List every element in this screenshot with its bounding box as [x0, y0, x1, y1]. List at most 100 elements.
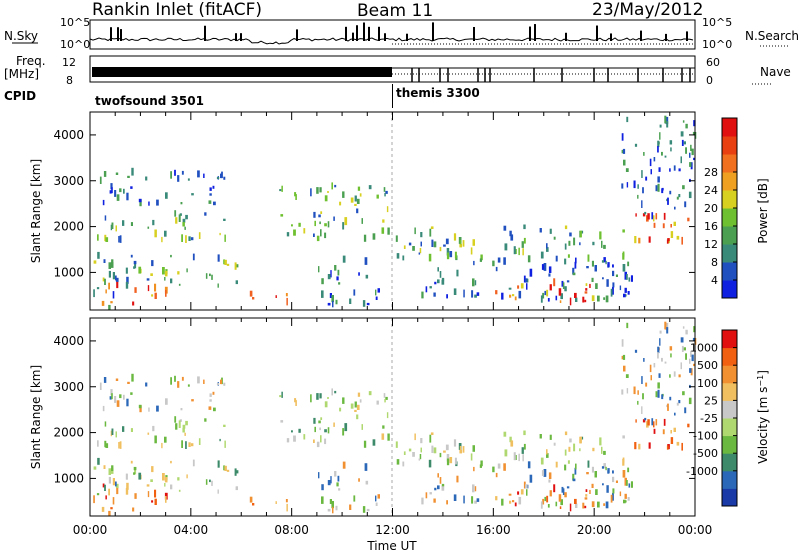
power-cell	[111, 222, 114, 229]
velocity-cell	[162, 473, 165, 481]
power-cell	[625, 168, 629, 172]
ytick-label: 3000	[53, 174, 84, 188]
velocity-cell	[651, 418, 654, 426]
power-cell	[368, 185, 372, 190]
velocity-cell	[177, 477, 180, 481]
velocity-cell	[526, 489, 528, 496]
velocity-cell	[655, 391, 658, 398]
power-cell	[692, 131, 695, 135]
power-cell	[479, 258, 482, 262]
velocity-cell	[125, 473, 128, 480]
velocity-cell	[175, 423, 178, 430]
power-cell	[156, 199, 159, 206]
power-cell	[334, 265, 337, 271]
velocity-cell	[623, 365, 626, 372]
power-cell	[627, 261, 630, 267]
power-cell	[336, 276, 339, 281]
velocity-cell	[344, 423, 348, 432]
velocity-cell	[223, 465, 226, 471]
power-cell	[403, 245, 406, 249]
power-cell	[555, 255, 558, 262]
colorbar-tick-label: 100	[697, 377, 718, 390]
power-cell	[192, 253, 195, 261]
velocity-cell	[627, 497, 630, 501]
velocity-cell	[585, 489, 588, 492]
power-cell	[152, 219, 155, 226]
velocity-panel: 1000 2000 3000 4000 00:00 04:00 08:00 12:00 16:…	[29, 317, 712, 553]
velocity-cell	[102, 405, 105, 412]
velocity-cell	[104, 440, 107, 448]
velocity-cell	[197, 376, 200, 384]
power-cell	[623, 159, 626, 166]
velocity-cell	[674, 412, 676, 416]
power-cell	[548, 266, 552, 273]
velocity-cell	[204, 418, 207, 422]
power-cell	[564, 258, 567, 265]
velocity-cell	[198, 438, 201, 445]
noise-spike	[296, 29, 298, 41]
velocity-cell	[217, 489, 219, 494]
power-cell	[621, 149, 624, 154]
velocity-cell	[433, 447, 437, 454]
velocity-cell	[653, 363, 656, 368]
power-cell	[474, 280, 477, 286]
power-cell	[462, 240, 465, 247]
velocity-cell	[156, 405, 159, 412]
velocity-cell	[335, 505, 338, 511]
freq-tick-high: 12	[62, 56, 76, 69]
velocity-cell	[330, 476, 332, 484]
power-cell	[294, 192, 297, 197]
velocity-cell	[332, 506, 334, 514]
power-cell	[252, 297, 255, 300]
velocity-cell	[591, 483, 594, 488]
velocity-cell	[474, 486, 477, 492]
velocity-cell	[366, 508, 370, 512]
power-cell	[634, 236, 637, 244]
velocity-cell	[314, 426, 316, 433]
velocity-cell	[653, 421, 655, 428]
velocity-cell	[558, 494, 562, 502]
power-cell	[653, 215, 655, 222]
power-cell	[115, 277, 119, 282]
power-cell	[286, 297, 288, 306]
power-cell	[562, 282, 565, 289]
velocity-cell	[331, 501, 334, 509]
power-cell	[110, 224, 113, 231]
velocity-cell	[181, 376, 184, 381]
power-cell	[204, 212, 207, 216]
power-cell	[175, 217, 178, 224]
power-cell	[637, 184, 639, 189]
velocity-cell	[372, 439, 376, 446]
velocity-cell	[564, 431, 568, 436]
power-cell	[327, 191, 329, 193]
power-cell	[575, 297, 578, 302]
power-cell	[122, 220, 125, 226]
power-cell	[566, 280, 570, 283]
velocity-cell	[513, 452, 516, 461]
power-cell	[174, 210, 177, 217]
power-cell	[209, 193, 212, 196]
power-cell	[114, 190, 117, 197]
velocity-cell	[174, 375, 176, 382]
power-cell	[327, 302, 331, 306]
power-cell	[601, 260, 604, 263]
velocity-cell	[612, 492, 614, 501]
power-cell	[150, 273, 153, 276]
velocity-cell	[589, 489, 591, 494]
velocity-cell	[170, 460, 172, 464]
power-cell	[119, 188, 122, 193]
velocity-cell	[666, 327, 669, 334]
velocity-cell	[638, 443, 641, 450]
velocity-cell	[615, 480, 618, 483]
velocity-cell	[354, 409, 357, 412]
power-cell	[666, 239, 669, 244]
power-cell	[474, 294, 477, 298]
velocity-cell	[112, 497, 115, 505]
velocity-cell	[139, 405, 142, 413]
velocity-cell	[605, 501, 609, 509]
power-cell	[518, 290, 522, 299]
power-cell	[332, 300, 334, 308]
power-cell	[154, 283, 157, 292]
noise-spike	[235, 33, 237, 41]
power-cell	[547, 298, 550, 302]
